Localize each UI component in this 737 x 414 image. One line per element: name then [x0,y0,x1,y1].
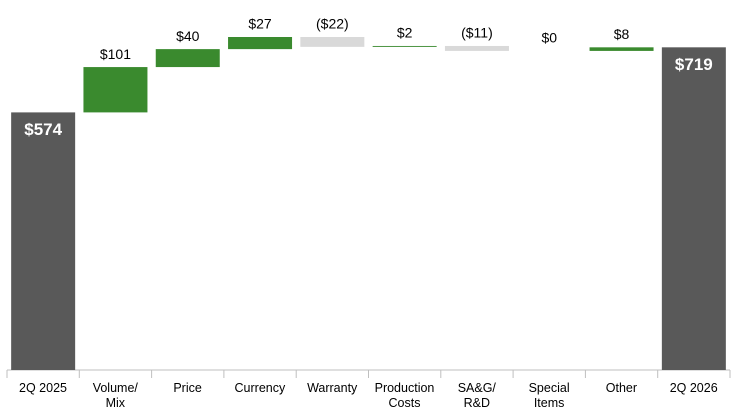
x-tick-label: Price [173,381,202,395]
delta-bar [300,37,365,47]
x-tick-label: SA&G/ R&D [457,381,496,410]
value-label: $40 [176,28,200,44]
delta-bar [228,37,293,50]
total-bar [11,112,76,370]
x-tick-label: 2Q 2025 [19,381,67,395]
total-bar [661,47,726,370]
x-tick-label: Warranty [307,381,358,395]
x-tick-label: Production Costs [374,381,435,410]
value-label: ($22) [316,16,349,32]
x-tick-label: Currency [234,381,286,395]
x-tick-label: Volume/ Mix [92,381,138,410]
value-label: $2 [397,25,413,41]
x-tick-label: Other [605,381,638,395]
value-label: $101 [100,46,131,62]
x-tick-label: 2Q 2026 [669,381,718,395]
value-label: $0 [541,30,557,46]
delta-bar [83,67,148,113]
delta-bar [155,49,220,68]
delta-bar [372,45,437,47]
value-label: $27 [248,16,272,32]
value-label: $719 [675,55,713,74]
delta-bar [589,47,654,51]
value-label: $8 [614,26,630,42]
value-label: ($11) [461,25,493,41]
x-tick-label: Special Items [528,381,570,410]
delta-bar [444,45,509,51]
value-label: $574 [24,120,62,139]
